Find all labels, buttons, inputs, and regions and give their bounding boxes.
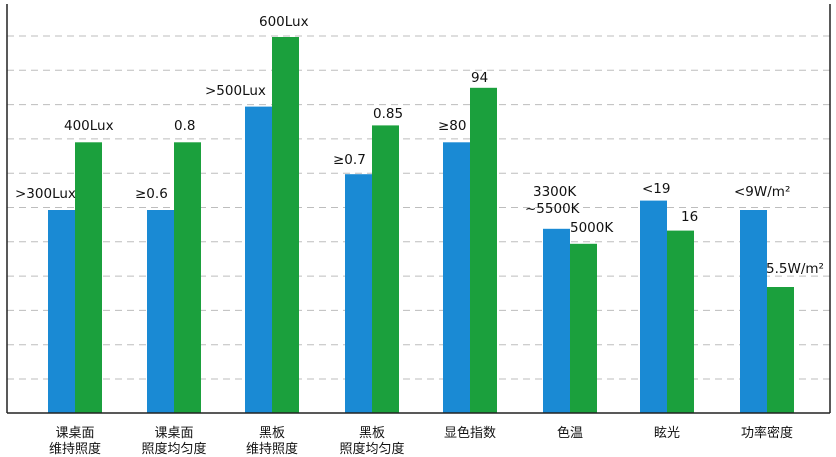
bar-series-2 — [767, 287, 794, 413]
category-label: 色温 — [557, 425, 583, 441]
bar-series-2 — [372, 125, 399, 414]
value-label: 0.8 — [174, 118, 195, 134]
bar-series-1 — [345, 174, 372, 413]
value-label: 3300K ~5500K — [525, 184, 581, 217]
bar-series-1 — [443, 142, 470, 414]
bar-series-1 — [740, 210, 767, 413]
category-label: 黑板照度均匀度 — [339, 426, 404, 457]
category-label: 眩光 — [654, 425, 680, 441]
bar-series-1 — [48, 210, 75, 413]
axes — [6, 4, 831, 414]
category-label: 黑板维持照度 — [246, 426, 298, 457]
bar-series-2 — [272, 37, 299, 413]
value-label: 94 — [471, 70, 488, 86]
value-label: >300Lux — [15, 186, 76, 202]
category-label: 功率密度 — [741, 425, 793, 441]
value-label: <9W/m² — [734, 184, 790, 200]
value-label: >500Lux — [205, 83, 266, 99]
bar-series-2 — [75, 142, 102, 414]
value-label: 600Lux — [259, 14, 309, 30]
gridlines — [7, 35, 830, 380]
bar-series-1 — [640, 200, 667, 413]
bars — [48, 37, 794, 414]
value-labels: >300Lux ≥0.6 >500Lux ≥0.7 ≥80 3300K ~5500K <19 <… — [15, 14, 824, 277]
value-label: <19 — [642, 181, 671, 197]
bar-series-2 — [174, 142, 201, 414]
bar-series-2 — [470, 87, 497, 414]
value-label: 16 — [681, 209, 698, 225]
bar-series-1 — [147, 210, 174, 413]
category-labels: 课桌面维持照度 课桌面照度均匀度 黑板维持照度 黑板照度均匀度 显色指数 色温 眩光 功率密度 — [49, 425, 793, 457]
bar-series-1 — [245, 106, 272, 413]
category-label: 显色指数 — [444, 425, 496, 441]
category-label: 课桌面照度均匀度 — [141, 426, 206, 457]
bar-series-1 — [543, 228, 570, 413]
category-label: 课桌面维持照度 — [49, 426, 101, 457]
value-label: ≥0.7 — [333, 152, 366, 168]
value-label: ≥80 — [438, 118, 467, 134]
bar-series-2 — [667, 230, 694, 413]
bar-series-2 — [570, 243, 597, 413]
value-label: 0.85 — [373, 106, 403, 122]
value-label: 400Lux — [64, 118, 114, 134]
value-label: 5000K — [570, 220, 614, 236]
value-label: ≥0.6 — [135, 186, 168, 202]
value-label: 5.5W/m² — [766, 261, 824, 277]
